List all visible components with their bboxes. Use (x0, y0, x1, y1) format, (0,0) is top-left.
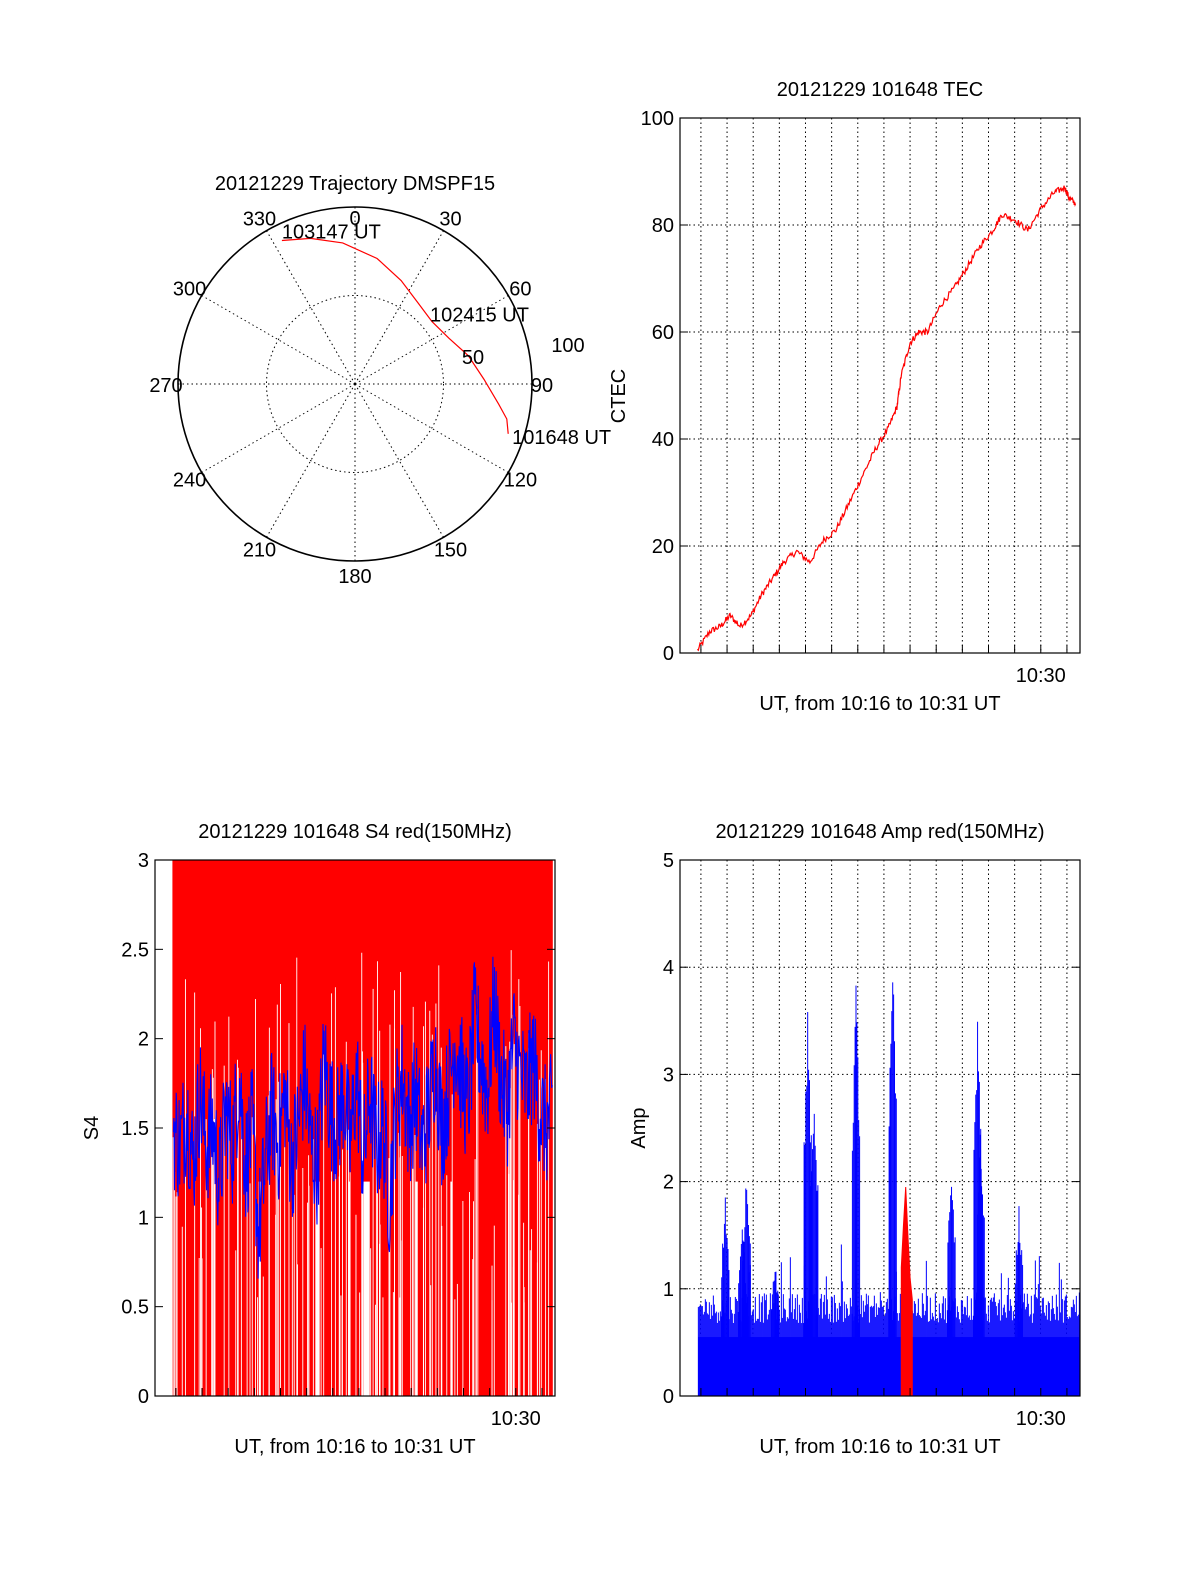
polar-angle-label: 240 (173, 470, 206, 492)
polar-angle-label: 120 (504, 470, 537, 492)
trajectory-time-label: 102415 UT (430, 305, 529, 327)
y-tick-label: 0.5 (121, 1297, 149, 1319)
y-tick-label: 100 (641, 108, 674, 130)
trajectory-time-label: 103147 UT (282, 221, 381, 243)
s4-title: 20121229 101648 S4 red(150MHz) (198, 821, 512, 843)
s4-red-gap (315, 1181, 320, 1396)
y-tick-label: 0 (138, 1386, 149, 1408)
polar-angle-label: 90 (531, 375, 553, 397)
tec-tick-labels: 0 20 40 60 80 100 10:30 (641, 108, 1080, 687)
polar-labels: 0 30 60 90 120 150 180 210 240 270 300 330 50 100 1016… (149, 208, 611, 588)
s4-blue-line (172, 956, 553, 1279)
amp-plot-frame (679, 859, 1081, 1397)
y-tick-label: 4 (663, 957, 674, 979)
y-tick-label: 3 (663, 1064, 674, 1086)
tec-y-label: CTEC (608, 369, 630, 423)
polar-angle-label: 150 (434, 539, 467, 561)
polar-radial-label: 100 (551, 335, 584, 357)
y-tick-label: 60 (652, 322, 674, 344)
x-tick-label: 10:30 (491, 1408, 541, 1430)
polar-grid (177, 206, 533, 562)
polar-angle-label: 330 (243, 209, 276, 231)
amp-red-segment (900, 1186, 913, 1397)
x-tick-label: 10:30 (1016, 665, 1066, 687)
y-tick-label: 20 (652, 536, 674, 558)
s4-red-gap (363, 1181, 370, 1396)
polar-ring (266, 295, 444, 473)
s4-red-gap (258, 1181, 261, 1396)
polar-radial-label: 50 (462, 347, 484, 369)
tec-grid (680, 118, 1080, 653)
x-tick-label: 10:30 (1016, 1408, 1066, 1430)
tec-title: 20121229 101648 TEC (777, 79, 983, 101)
y-tick-label: 1 (138, 1207, 149, 1229)
polar-angle-label: 0 (349, 208, 360, 230)
polar-angle-label: 180 (338, 566, 371, 588)
amp-title: 20121229 101648 Amp red(150MHz) (715, 821, 1044, 843)
s4-red-gap (450, 1181, 453, 1396)
trajectory-panel: 20121229 Trajectory DMSPF15 0 30 60 90 120 15… (149, 173, 611, 588)
s4-red-gap (415, 1181, 418, 1396)
s4-tick-labels: 0 0.5 1 1.5 2 2.5 3 10:30 (121, 850, 555, 1430)
y-tick-label: 3 (138, 850, 149, 872)
s4-series (172, 860, 553, 1396)
polar-angle-label: 30 (439, 209, 461, 231)
polar-angle-label: 270 (149, 375, 182, 397)
s4-panel: 20121229 101648 S4 red(150MHz) 0 0.5 1 1.5 2… (81, 821, 556, 1458)
amp-series (697, 982, 1080, 1397)
trajectory-time-label: 101648 UT (512, 427, 611, 449)
polar-angle-label: 210 (243, 539, 276, 561)
amp-y-label: Amp (628, 1107, 650, 1148)
tec-line (696, 185, 1077, 652)
y-tick-label: 0 (663, 643, 674, 665)
y-tick-label: 2 (663, 1172, 674, 1194)
polar-angle-label: 300 (173, 279, 206, 301)
y-tick-label: 5 (663, 850, 674, 872)
polar-spoke (201, 383, 356, 473)
amp-panel: 20121229 101648 Amp red(150MHz) 0 1 2 3 4 5 10… (628, 821, 1081, 1458)
s4-y-label: S4 (81, 1116, 103, 1140)
y-tick-label: 1.5 (121, 1118, 149, 1140)
s4-red-gap (348, 1181, 351, 1396)
tec-panel: 20121229 101648 TEC 0 20 40 60 80 100 10:30 UT… (608, 79, 1081, 715)
polar-trajectory (281, 237, 509, 434)
tec-series (696, 185, 1077, 652)
y-tick-label: 40 (652, 429, 674, 451)
y-tick-label: 2.5 (121, 939, 149, 961)
y-tick-label: 0 (663, 1386, 674, 1408)
amp-x-label: UT, from 10:16 to 10:31 UT (759, 1436, 1000, 1458)
trajectory-title: 20121229 Trajectory DMSPF15 (215, 173, 495, 195)
polar-spoke (354, 383, 444, 538)
amp-tick-labels: 0 1 2 3 4 5 10:30 (663, 850, 1080, 1430)
polar-angle-label: 60 (509, 279, 531, 301)
tec-x-label: UT, from 10:16 to 10:31 UT (759, 693, 1000, 715)
polar-spoke (201, 295, 356, 385)
tec-plot-frame (679, 117, 1081, 654)
s4-x-label: UT, from 10:16 to 10:31 UT (234, 1436, 475, 1458)
y-tick-label: 2 (138, 1029, 149, 1051)
trajectory-line (281, 237, 509, 434)
y-tick-label: 1 (663, 1279, 674, 1301)
y-tick-label: 80 (652, 215, 674, 237)
